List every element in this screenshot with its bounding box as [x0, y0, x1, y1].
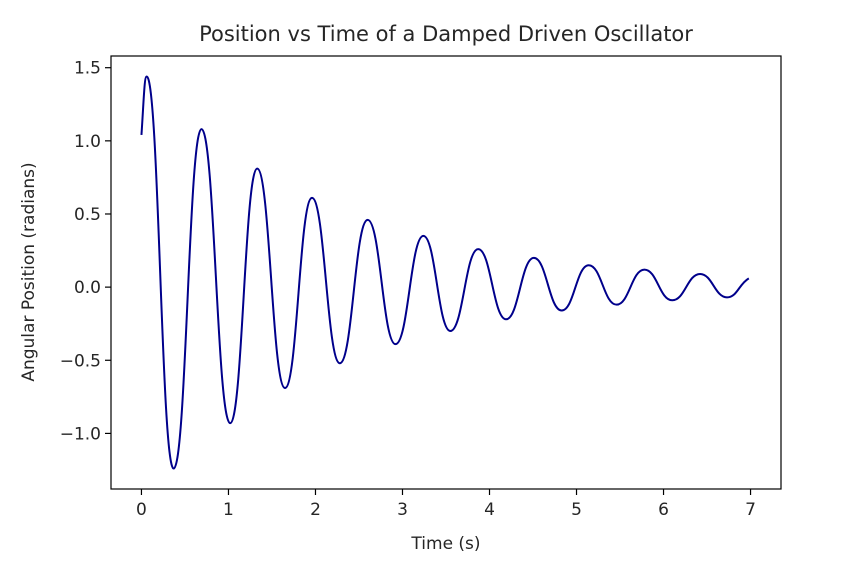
y-axis-title: Angular Position (radians) [19, 162, 39, 381]
x-axis: 0 1 2 3 4 5 6 7 [136, 489, 756, 520]
x-axis-title: Time (s) [410, 534, 480, 554]
plot-frame [110, 55, 782, 490]
y-axis: −1.0 −0.5 0.0 0.5 1.0 1.5 [60, 59, 111, 444]
y-tick-label: 1.0 [74, 132, 101, 152]
y-tick-label: 1.5 [74, 59, 101, 79]
y-tick-label: −0.5 [60, 351, 101, 371]
y-tick-label: −1.0 [60, 424, 101, 444]
x-tick-label: 2 [310, 500, 321, 520]
x-tick-label: 0 [136, 500, 147, 520]
x-tick-label: 6 [658, 500, 669, 520]
y-tick-label: 0.0 [74, 278, 101, 298]
x-tick-label: 4 [484, 500, 495, 520]
x-tick-label: 1 [223, 500, 234, 520]
chart-title: Position vs Time of a Damped Driven Osci… [199, 22, 693, 46]
series-line [140, 75, 750, 470]
y-tick-label: 0.5 [74, 205, 101, 225]
x-tick-label: 5 [571, 500, 582, 520]
x-tick-label: 7 [745, 500, 756, 520]
x-tick-label: 3 [397, 500, 408, 520]
